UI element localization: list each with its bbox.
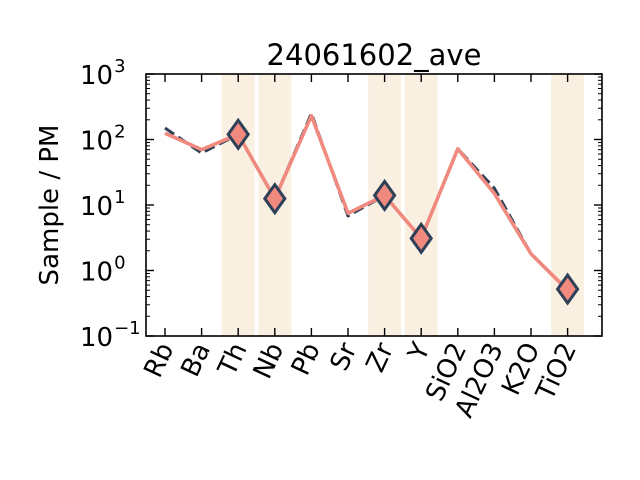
y-tick-label: 103 [80, 56, 126, 91]
highlight-band-y [404, 74, 438, 336]
x-tick-label-th: Th [212, 338, 253, 381]
diamond-markers [226, 117, 580, 306]
marker-tio2 [555, 272, 580, 306]
x-tick-label-pb: Pb [286, 338, 327, 380]
y-axis-label: Sample / PM [35, 125, 65, 286]
y-tick-label: 100 [80, 253, 126, 288]
marker-nb [262, 182, 287, 216]
x-tick-label-ba: Ba [175, 338, 216, 381]
x-tick-label-rb: Rb [139, 338, 181, 382]
marker-zr [372, 178, 397, 213]
marker-th [226, 117, 251, 151]
chart-title: 24061602_ave [267, 38, 482, 72]
y-tick-label: 10−1 [80, 318, 141, 353]
x-tick-label-sr: Sr [325, 338, 364, 376]
x-tick-label-zr: Zr [361, 338, 400, 377]
y-axis-ticks: 10−1 100 101 102 103 [80, 56, 602, 353]
highlight-band-th [221, 74, 255, 336]
y-tick-label: 102 [80, 122, 126, 157]
x-tick-label-nb: Nb [248, 338, 290, 383]
x-tick-label-y: Y [402, 338, 436, 366]
y-tick-label: 101 [80, 187, 126, 222]
marker-y [409, 221, 434, 255]
